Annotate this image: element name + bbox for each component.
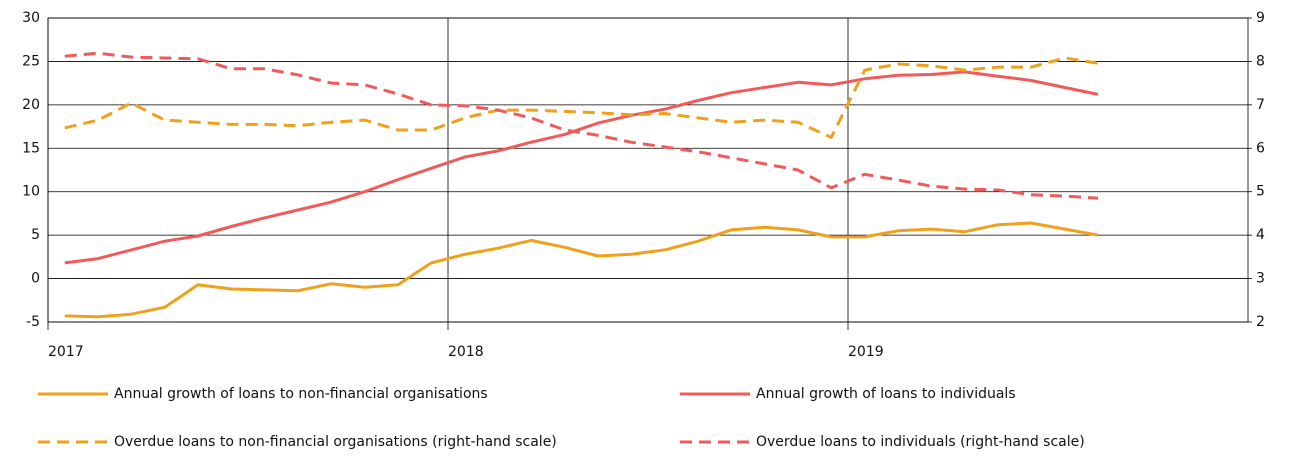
y-tick-label: 0 (31, 271, 40, 287)
series-line (64, 51, 1099, 200)
y2-tick-label: 8 (1256, 53, 1265, 69)
x-tick-label: 2018 (448, 344, 484, 360)
legend: Annual growth of loans to non-financial … (38, 386, 1085, 450)
y-tick-label: -5 (26, 314, 40, 330)
y-tick-label: 10 (22, 184, 40, 200)
y2-tick-label: 6 (1256, 140, 1265, 156)
legend-label: Annual growth of loans to non-financial … (114, 386, 488, 402)
series-line (64, 56, 1099, 139)
y-tick-label: 25 (22, 53, 40, 69)
legend-label: Annual growth of loans to individuals (756, 386, 1016, 402)
y-tick-label: 5 (31, 227, 40, 243)
y2-tick-label: 5 (1256, 184, 1265, 200)
x-tick-label: 2019 (848, 344, 884, 360)
series-line (64, 221, 1099, 319)
y2-tick-label: 3 (1256, 271, 1265, 287)
y2-tick-label: 2 (1256, 314, 1265, 330)
y2-tick-label: 9 (1256, 10, 1265, 26)
y-tick-label: 15 (22, 140, 40, 156)
y-tick-label: 20 (22, 97, 40, 113)
y-tick-label: 30 (22, 10, 40, 26)
plot-frame (47, 17, 1249, 323)
legend-label: Overdue loans to non-financial organisat… (114, 434, 557, 450)
y2-tick-label: 7 (1256, 97, 1265, 113)
y2-tick-label: 4 (1256, 227, 1265, 243)
legend-label: Overdue loans to individuals (right-hand… (756, 434, 1085, 450)
x-tick-label: 2017 (48, 344, 84, 360)
series-line (64, 70, 1099, 265)
